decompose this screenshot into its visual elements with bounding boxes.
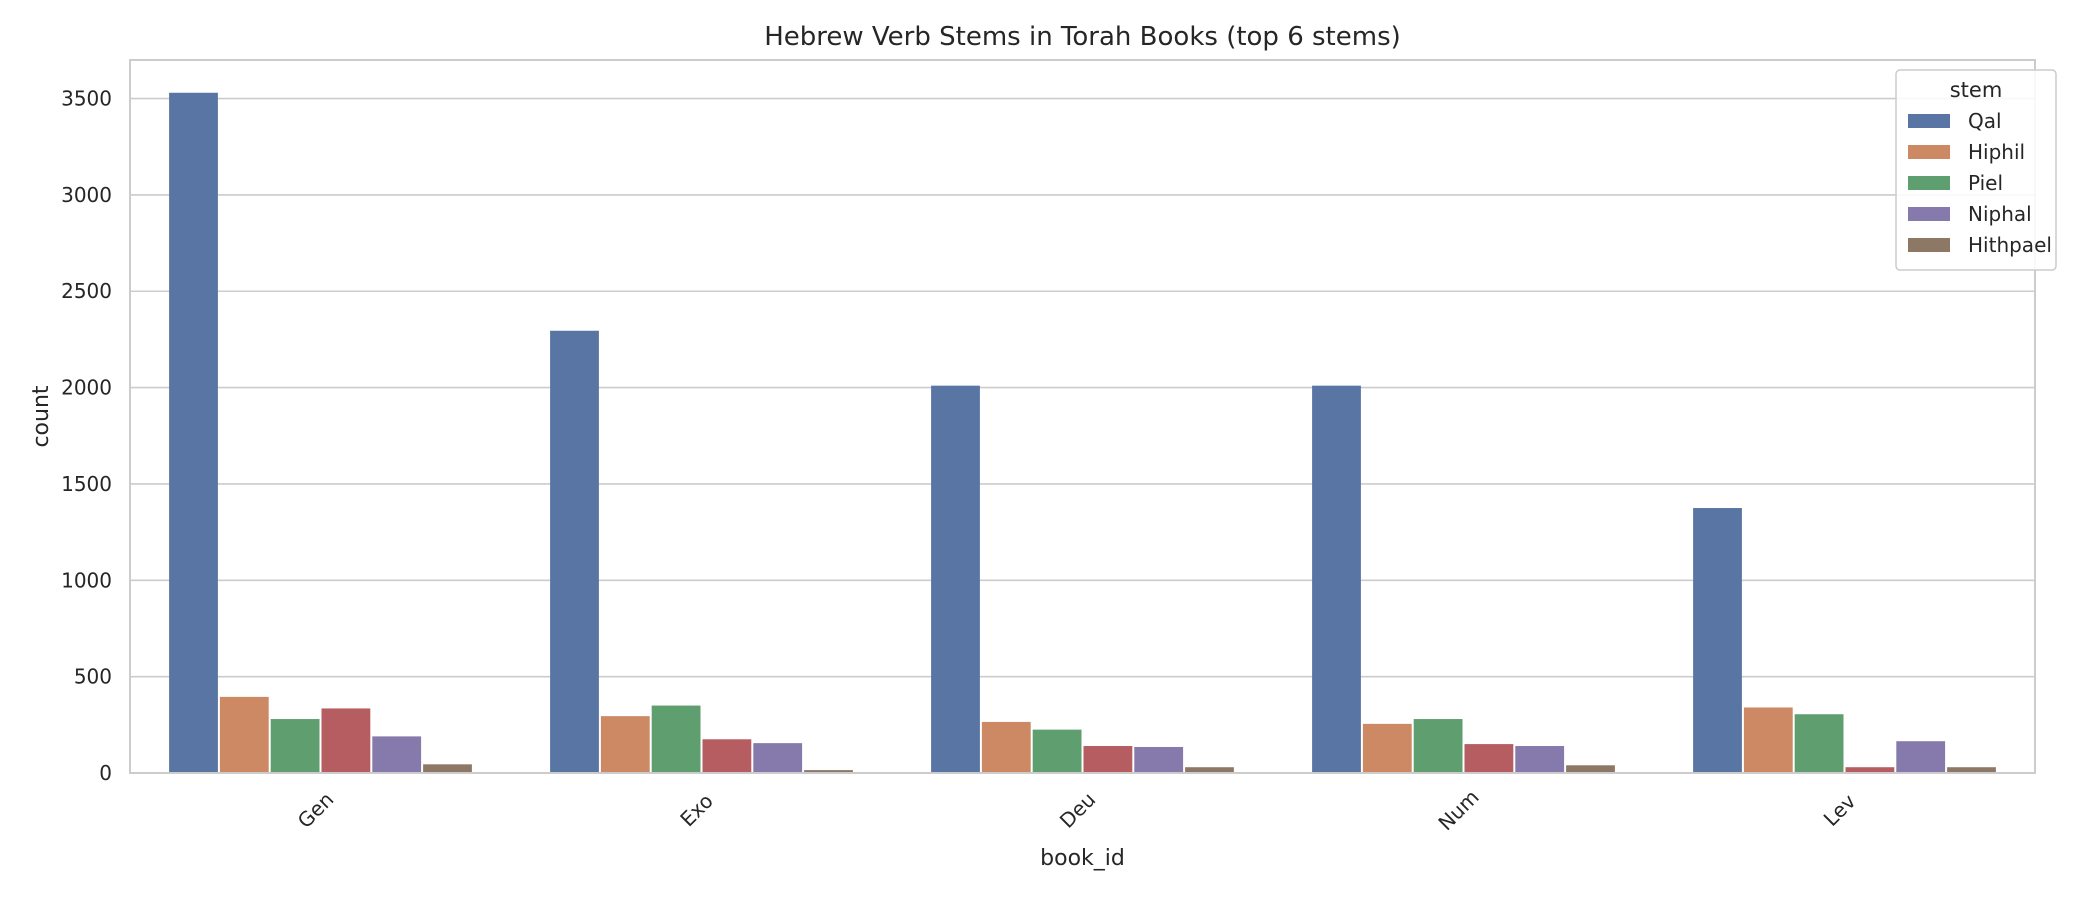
bar [1464,744,1514,773]
bar [1693,508,1742,773]
bar [1312,385,1361,773]
bar [423,764,472,773]
y-axis-label: count [29,385,54,447]
y-tick-label: 3000 [61,183,112,207]
y-tick-label: 2500 [61,279,112,303]
bar [1845,767,1895,773]
bar [931,385,980,773]
gridlines [130,97,2035,774]
x-ticks: Gen Exo Deu Num Lev [293,785,1861,835]
y-tick-label: 2000 [61,376,112,400]
bar [1032,729,1082,773]
x-tick-label: Num [1433,785,1483,835]
x-tick-label: Lev [1819,789,1861,831]
bar [1362,723,1412,773]
legend-label: Niphal [1968,202,2032,226]
y-ticks: 0 500 1000 1500 2000 2500 3000 3500 [61,87,112,785]
chart-title: Hebrew Verb Stems in Torah Books (top 6 … [764,22,1401,52]
bar [804,770,853,773]
bar [1185,767,1234,773]
legend-swatch [1908,207,1950,221]
bar [372,736,422,773]
y-tick-label: 1500 [61,472,112,496]
legend-label: Hiphil [1968,140,2025,164]
bar [1413,719,1463,773]
legend-label: Qal [1968,109,2002,133]
bars [169,92,1996,773]
bar [219,696,269,773]
x-tick-label: Gen [293,787,339,833]
y-tick-label: 1000 [61,568,112,592]
bar [1134,746,1184,773]
bar [702,739,752,773]
legend-label: Piel [1968,171,2003,195]
bar [550,330,599,773]
legend-swatch [1908,238,1950,252]
legend-items: Qal Hiphil Piel Niphal Hithpael [1908,109,2052,257]
x-tick-label: Exo [675,789,717,831]
legend: stem Qal Hiphil Piel Niphal Hithpael [1895,69,2057,271]
bar [1515,746,1565,773]
y-tick-label: 3500 [61,87,112,111]
y-tick-label: 0 [99,761,112,785]
bar [753,743,803,773]
legend-swatch [1908,176,1950,190]
legend-label: Hithpael [1968,233,2052,257]
bar [321,708,371,773]
legend-swatch [1908,114,1950,128]
x-axis-label: book_id [1040,846,1125,871]
bar [270,719,320,773]
bar [1566,765,1615,773]
plot-frame [129,59,2036,774]
x-tick-label: Deu [1055,787,1101,833]
bar [600,716,650,773]
bar [1794,714,1844,773]
bar [1743,707,1793,773]
y-tick-label: 500 [74,665,112,689]
bar [651,705,701,773]
bar [1947,767,1996,773]
bar [1083,746,1133,773]
legend-swatch [1908,145,1950,159]
bar [169,92,218,773]
bar [981,721,1031,773]
legend-title: stem [1950,78,2003,102]
bar [1896,741,1946,773]
